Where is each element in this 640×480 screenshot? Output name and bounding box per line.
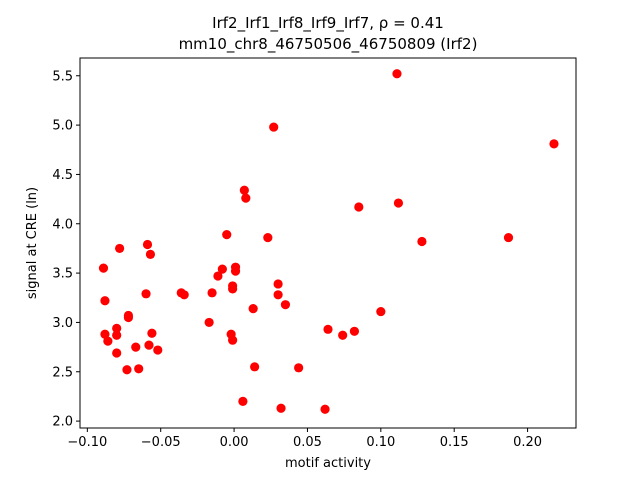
data-point xyxy=(122,365,132,375)
chart-title-line2: mm10_chr8_46750506_46750809 (Irf2) xyxy=(179,35,478,54)
data-point xyxy=(217,264,227,274)
data-point xyxy=(230,266,241,276)
x-axis-label: motif activity xyxy=(285,456,371,471)
data-point xyxy=(338,330,348,340)
data-point xyxy=(503,232,514,243)
data-point xyxy=(273,279,283,289)
x-tick-label: 0.20 xyxy=(513,435,542,450)
y-tick-label: 4.0 xyxy=(52,217,73,232)
data-point xyxy=(141,289,151,299)
data-point xyxy=(263,232,273,243)
data-point xyxy=(144,340,154,350)
data-point xyxy=(179,290,189,300)
data-point xyxy=(100,329,110,339)
data-point xyxy=(228,335,238,345)
y-tick-label: 5.0 xyxy=(52,119,73,134)
data-point xyxy=(376,306,386,317)
y-tick-label: 3.5 xyxy=(52,267,73,282)
y-tick-label: 3.0 xyxy=(52,316,73,331)
x-tick-label: 0.05 xyxy=(293,435,322,450)
data-point xyxy=(153,345,163,355)
data-point xyxy=(142,239,153,250)
y-tick-label: 2.0 xyxy=(52,415,73,430)
data-point xyxy=(100,296,110,306)
data-point xyxy=(239,185,249,195)
data-point xyxy=(112,323,122,333)
plot-frame xyxy=(79,57,577,429)
data-point xyxy=(134,364,144,374)
data-point xyxy=(103,336,113,346)
data-points xyxy=(98,69,559,414)
data-point xyxy=(276,403,286,413)
data-point xyxy=(204,317,214,328)
data-point xyxy=(393,198,404,208)
y-tick-label: 2.5 xyxy=(52,365,73,380)
data-point xyxy=(294,363,304,373)
data-point xyxy=(354,202,364,212)
data-point xyxy=(228,284,238,294)
data-point xyxy=(269,122,279,132)
axis-ticks: −0.10 −0.05 0.00 0.05 0.10 0.15 0.20 2.0 2.5 3.0 3… xyxy=(52,69,542,450)
data-point xyxy=(131,342,141,352)
y-tick-label: 4.5 xyxy=(52,168,73,183)
data-point xyxy=(123,312,134,323)
data-point xyxy=(98,263,109,273)
y-tick-label: 5.5 xyxy=(52,69,73,84)
data-point xyxy=(549,139,559,149)
x-tick-label: 0.15 xyxy=(440,435,469,450)
data-point xyxy=(248,304,258,314)
data-point xyxy=(115,243,125,254)
data-point xyxy=(238,396,248,406)
data-point xyxy=(207,288,217,298)
y-axis-label: signal at CRE (ln) xyxy=(25,187,40,299)
data-point xyxy=(349,326,360,336)
data-point xyxy=(392,69,402,79)
data-point xyxy=(250,362,260,372)
data-point xyxy=(147,328,157,338)
data-point xyxy=(213,271,223,281)
chart-title-line1: Irf2_Irf1_Irf8_Irf9_Irf7, ρ = 0.41 xyxy=(212,14,444,33)
x-tick-label: 0.10 xyxy=(366,435,395,450)
data-point xyxy=(280,300,291,310)
data-point xyxy=(222,230,232,240)
data-point xyxy=(112,330,122,340)
data-point xyxy=(320,404,330,414)
data-point xyxy=(417,236,427,247)
data-point xyxy=(112,348,122,358)
data-point xyxy=(323,324,333,334)
data-point xyxy=(273,290,283,300)
data-point xyxy=(241,193,251,203)
x-tick-label: −0.10 xyxy=(67,435,107,450)
x-tick-label: −0.05 xyxy=(141,435,181,450)
data-point xyxy=(145,249,156,259)
x-tick-label: 0.00 xyxy=(220,435,249,450)
